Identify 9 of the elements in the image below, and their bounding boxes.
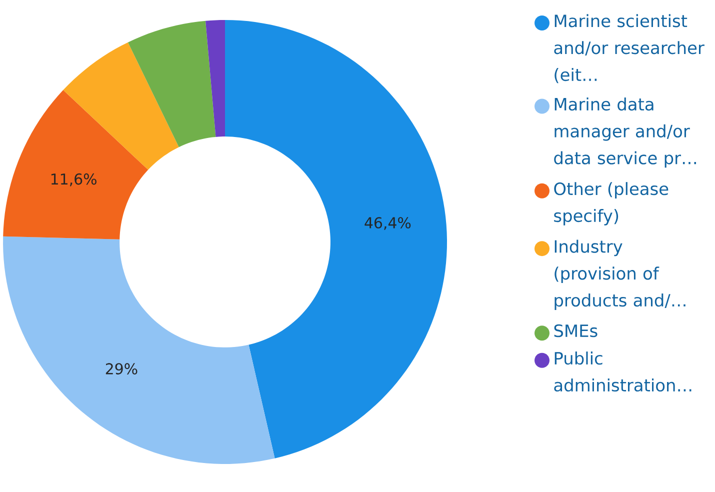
data-label: 29% xyxy=(106,363,138,374)
legend-label: Marine data manager and/or data service pr… xyxy=(554,97,696,168)
data-label: 11,6% xyxy=(51,173,96,186)
legend-label: Public administration… xyxy=(554,352,692,392)
legend-label: SMEs xyxy=(554,324,598,338)
legend-label: Industry (provision of products and/… xyxy=(554,240,686,310)
legend-label: Marine scientist and/or researcher (eit… xyxy=(554,14,704,84)
legend-label: Other (please specify) xyxy=(554,182,668,226)
data-label: 46,4% xyxy=(364,217,411,230)
